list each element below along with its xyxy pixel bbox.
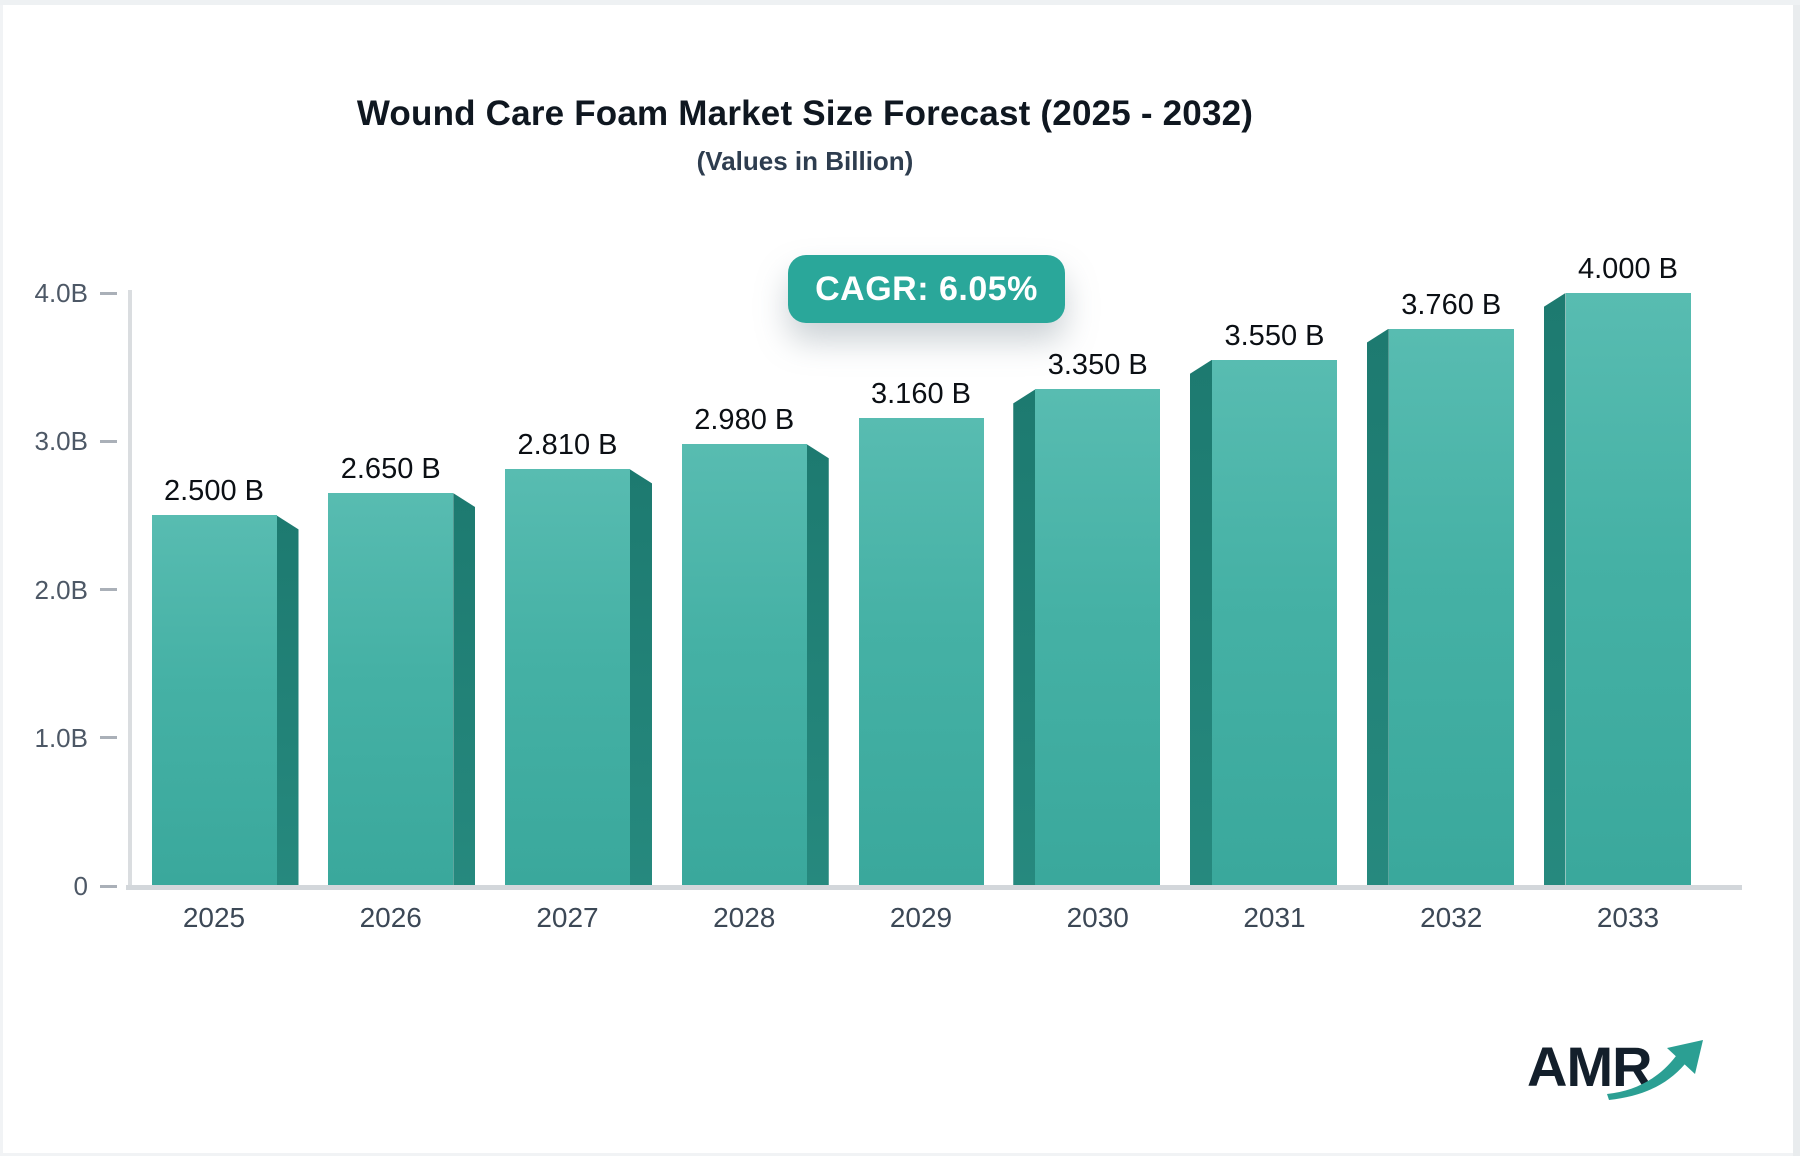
y-tick-label: 3.0B xyxy=(34,426,89,457)
y-tick-label: 4.0B xyxy=(34,278,89,308)
cagr-badge: CAGR: 6.05% xyxy=(788,255,1065,323)
bar-side-face xyxy=(276,515,299,886)
x-tick-label: 2026 xyxy=(359,902,422,933)
bar-side-face xyxy=(806,444,829,886)
bar-2029 xyxy=(858,417,984,886)
x-tick-label: 2027 xyxy=(536,902,599,933)
bar-value-label: 4.000 B xyxy=(1578,253,1678,285)
x-tick-label: 2031 xyxy=(1243,902,1306,933)
amr-logo-arrow-swoosh xyxy=(1607,1056,1685,1100)
bar-value-label: 3.550 B xyxy=(1224,319,1325,352)
y-tick-dash xyxy=(100,736,117,740)
amr-logo: AMR xyxy=(1525,1028,1755,1118)
bar-2026 xyxy=(328,493,454,886)
bar-side-face xyxy=(1543,293,1566,886)
bar-2028 xyxy=(681,444,807,886)
chart-subtitle: (Values in Billion) xyxy=(696,146,914,176)
bar-side-face xyxy=(1190,359,1212,886)
bar-2033 xyxy=(1565,293,1691,886)
bar-side-face xyxy=(630,469,652,886)
bar-value-label: 3.160 B xyxy=(871,377,971,410)
x-tick-label: 2033 xyxy=(1596,902,1660,933)
bar-value-label: 2.980 B xyxy=(694,404,795,437)
x-tick-label: 2029 xyxy=(889,902,953,933)
y-tick-label: 0 xyxy=(73,871,88,901)
bar-side-face xyxy=(1366,328,1389,886)
x-tick-label: 2032 xyxy=(1420,902,1483,933)
title-block: Wound Care Foam Market Size Forecast (20… xyxy=(0,94,1610,176)
amr-logo-graphic: AMR xyxy=(1527,1035,1703,1100)
bar-2027 xyxy=(505,469,630,886)
y-tick-label: 1.0B xyxy=(34,722,89,753)
bar-2030 xyxy=(1035,389,1161,886)
y-tick-dash xyxy=(100,884,117,888)
bar-value-label: 3.350 B xyxy=(1047,349,1148,382)
chart-title: Wound Care Foam Market Size Forecast (20… xyxy=(356,94,1254,133)
x-axis-line xyxy=(126,885,1742,890)
bar-side-face xyxy=(453,493,476,886)
cagr-badge-label: CAGR: 6.05% xyxy=(815,269,1038,308)
x-tick-label: 2030 xyxy=(1066,902,1129,933)
y-tick-dash xyxy=(100,588,117,591)
x-tick-label: 2025 xyxy=(182,902,246,933)
bar-side-face xyxy=(1013,389,1036,886)
bar-value-label: 2.810 B xyxy=(517,429,618,462)
y-tick-dash xyxy=(100,439,117,443)
bar-value-label: 3.760 B xyxy=(1401,288,1502,321)
bar-2032 xyxy=(1388,328,1514,886)
bar-value-label: 2.500 B xyxy=(164,475,264,508)
amr-logo-arrow-head xyxy=(1667,1040,1703,1074)
bar-2031 xyxy=(1212,359,1337,886)
y-tick-dash xyxy=(100,291,117,295)
y-tick-label: 2.0B xyxy=(34,574,89,605)
amr-logo-text: AMR xyxy=(1527,1035,1652,1098)
y-axis-line xyxy=(128,290,132,890)
bar-value-label: 2.650 B xyxy=(340,453,441,486)
bar-2025 xyxy=(151,515,277,886)
x-tick-label: 2028 xyxy=(713,902,776,933)
